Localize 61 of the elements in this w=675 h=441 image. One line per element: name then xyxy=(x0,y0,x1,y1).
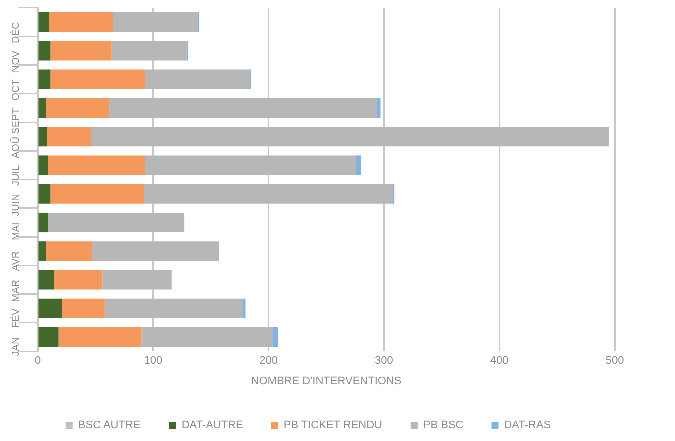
x-tick-label: 400 xyxy=(490,355,509,368)
bar xyxy=(38,98,46,118)
y-tick-label: AOÛ xyxy=(10,136,22,159)
bar xyxy=(50,184,144,204)
bar xyxy=(54,270,103,290)
y-tick-label: SEPT xyxy=(10,108,22,134)
legend-label: DAT-RAS xyxy=(504,420,552,432)
bar xyxy=(50,70,146,90)
legend-label: PB BSC xyxy=(423,420,464,432)
bar xyxy=(38,327,59,348)
bar xyxy=(110,98,378,118)
bar xyxy=(104,298,244,318)
bar xyxy=(58,327,142,348)
x-tick-label: 500 xyxy=(606,355,624,368)
bar xyxy=(47,127,92,147)
y-tick-label: OCT xyxy=(10,80,22,101)
y-tick-label: DÉC xyxy=(10,22,22,44)
bar xyxy=(38,270,54,290)
x-tick-label: 200 xyxy=(260,355,278,368)
bar xyxy=(38,156,48,176)
bar xyxy=(46,242,92,262)
bar xyxy=(48,156,146,176)
bar xyxy=(38,298,62,318)
bar xyxy=(112,41,187,61)
y-tick-label: MAR xyxy=(10,280,22,302)
bar xyxy=(145,156,357,176)
bar xyxy=(102,270,172,290)
bar xyxy=(91,127,610,147)
y-tick-label: AVR xyxy=(10,251,22,272)
bar xyxy=(92,242,220,262)
bar xyxy=(38,70,51,90)
bar xyxy=(38,212,48,233)
bar xyxy=(46,98,110,118)
legend-label: DAT-AUTRE xyxy=(182,420,244,432)
x-axis-title: NOMBRE D'INTERVENTIONS xyxy=(251,375,402,388)
y-tick-label: FÉV xyxy=(10,308,22,328)
y-tick-label: NOV xyxy=(10,50,22,73)
y-tick-label: JUIN xyxy=(10,194,22,216)
bar xyxy=(38,184,51,204)
bar xyxy=(50,12,114,32)
bar xyxy=(145,70,250,90)
x-tick-label: 100 xyxy=(144,355,163,368)
bar xyxy=(38,12,50,32)
legend-label: PB TICKET RENDU xyxy=(284,420,383,432)
bar xyxy=(38,127,48,147)
x-tick-label: 300 xyxy=(375,355,394,368)
y-tick-label: JAN xyxy=(10,337,22,356)
bar xyxy=(48,212,185,233)
bar xyxy=(356,156,362,176)
bar xyxy=(38,41,51,61)
legend-label: BSC AUTRE xyxy=(78,420,141,432)
bar xyxy=(144,184,394,204)
y-tick-label: MAI xyxy=(10,222,22,241)
x-tick-label: 0 xyxy=(34,355,42,368)
bar xyxy=(38,242,46,262)
bar xyxy=(273,327,278,348)
y-tick-label: JUIL xyxy=(10,165,22,186)
bar xyxy=(142,327,274,348)
bar xyxy=(62,298,105,318)
bar xyxy=(50,41,112,61)
bar xyxy=(113,12,198,32)
